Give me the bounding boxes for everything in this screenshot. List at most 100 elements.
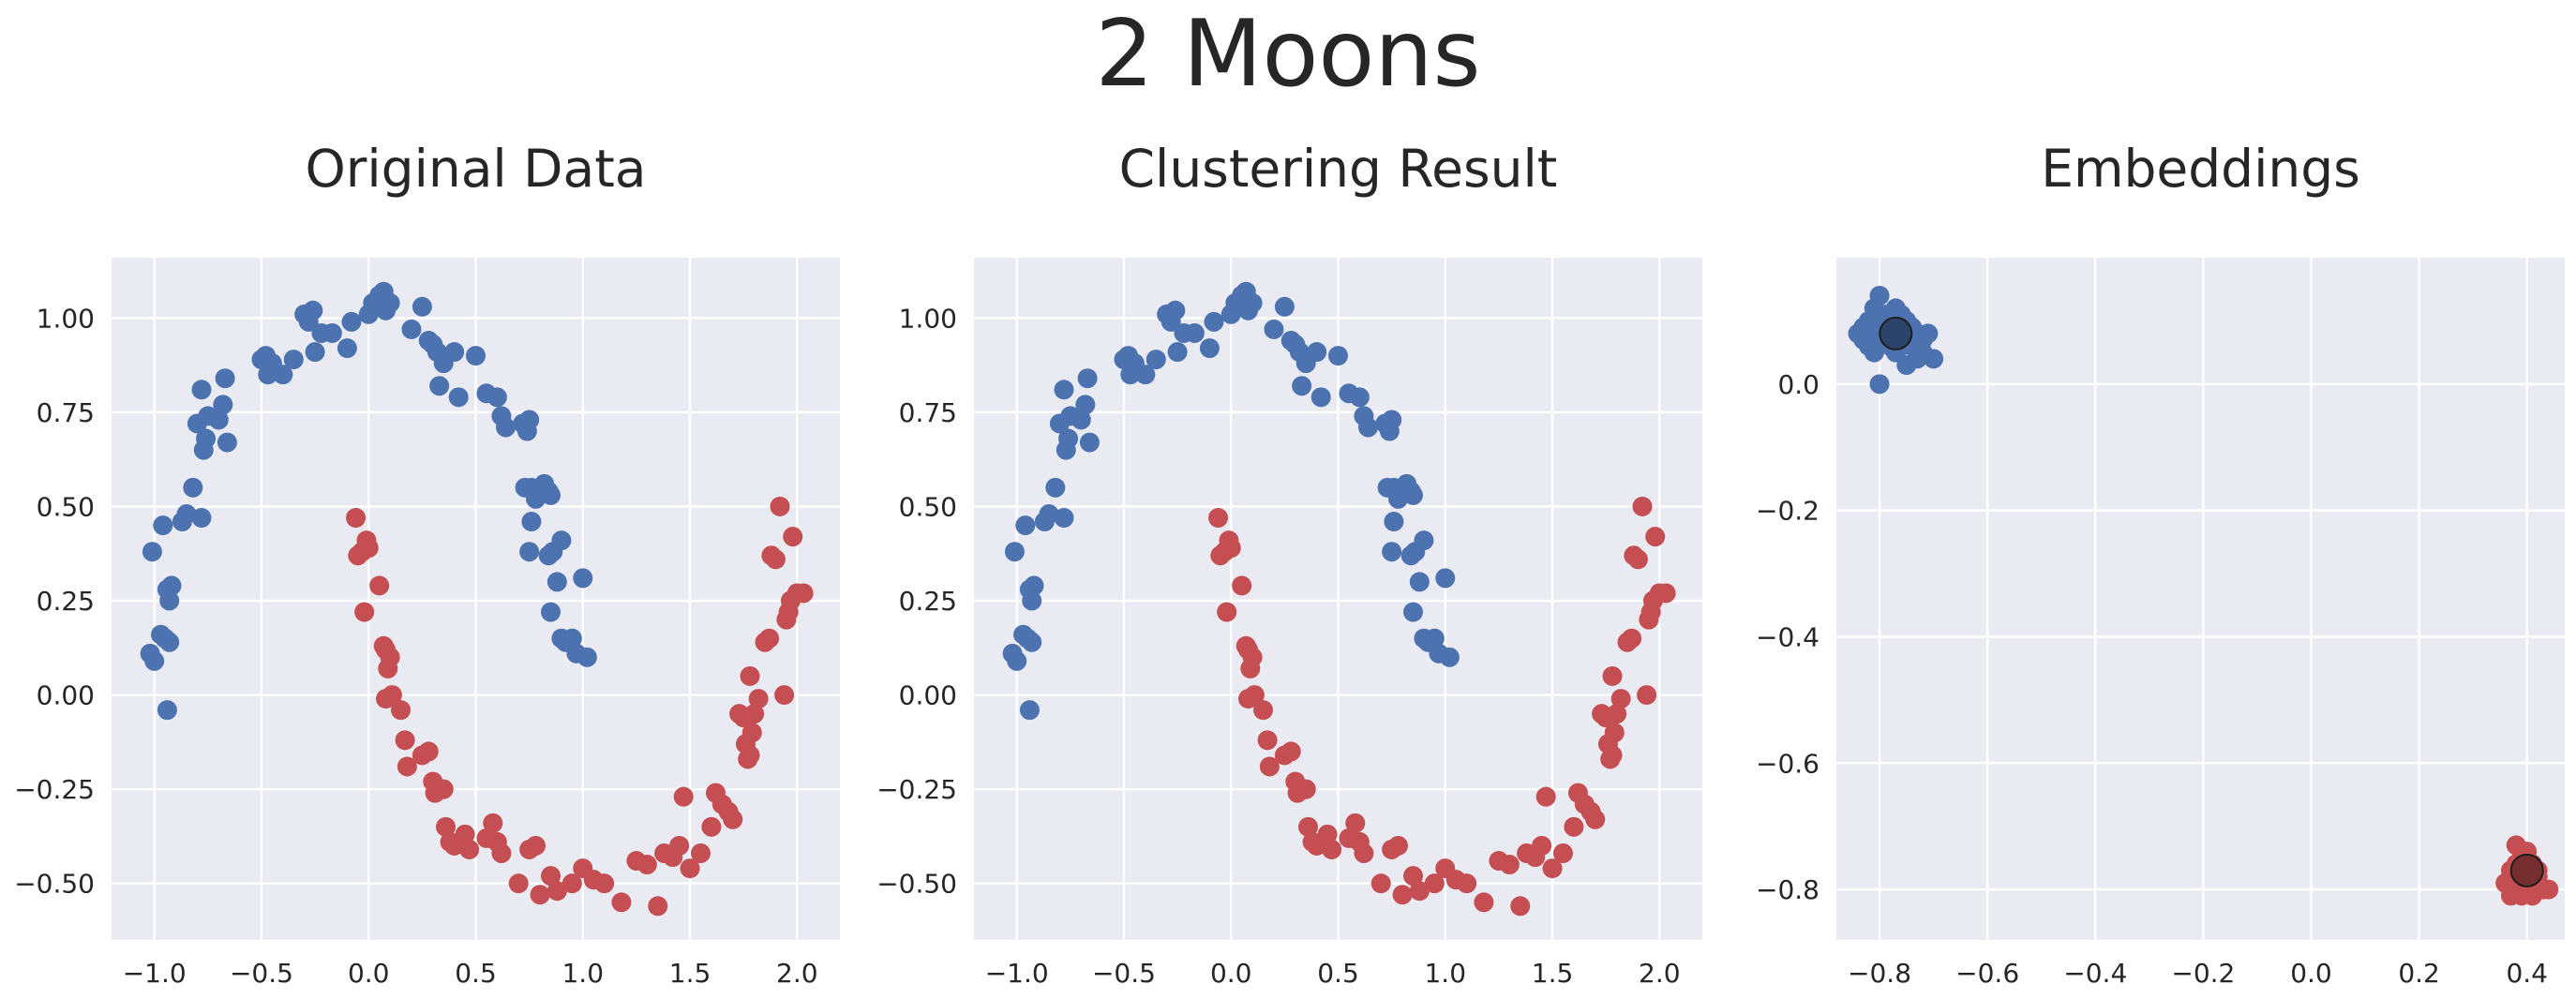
original-data-blue-point xyxy=(283,350,304,370)
original-data-blue-point xyxy=(142,542,162,562)
clustering-result-red-point xyxy=(1409,881,1430,902)
original-data-blue-point xyxy=(273,365,293,385)
clustering-result-blue-point xyxy=(1167,342,1188,363)
clustering-result-red-point xyxy=(1208,508,1229,529)
original-data-red-point xyxy=(436,816,457,837)
original-data-red-point xyxy=(540,866,561,887)
clustering-result-blue-point xyxy=(1274,296,1295,317)
clustering-result-red-point xyxy=(1257,730,1278,751)
embeddings-y-tick-label: −0.8 xyxy=(1756,874,1820,905)
embeddings-y-tick-label: −0.2 xyxy=(1756,496,1820,527)
original-data-red-point xyxy=(369,575,390,596)
original-data-blue-point xyxy=(322,322,342,343)
clustering-result-blue-point xyxy=(1022,632,1042,652)
original-data-red-point xyxy=(562,873,582,894)
clustering-result-title: Clustering Result xyxy=(1119,139,1558,199)
original-data-blue-point xyxy=(159,632,180,652)
original-data-red-point xyxy=(748,689,769,709)
original-data-red-point xyxy=(491,842,512,863)
clustering-result-blue-point xyxy=(1075,395,1096,415)
clustering-result-red-point xyxy=(1295,779,1316,799)
embeddings-x-tick-label: 0.0 xyxy=(2290,958,2332,989)
original-data-red-point xyxy=(690,842,711,863)
clustering-result-y-tick-label: 1.00 xyxy=(899,303,957,334)
clustering-result-red-point xyxy=(1221,538,1241,559)
original-data-blue-point xyxy=(495,417,516,438)
original-data-blue-point xyxy=(341,311,362,332)
clustering-result-red-point xyxy=(1402,866,1423,887)
clustering-result-blue-point xyxy=(1054,508,1074,529)
clustering-result-blue-point xyxy=(1382,410,1402,430)
original-data-x-tick-label: 0.0 xyxy=(348,958,390,989)
clustering-result-blue-point xyxy=(1071,410,1091,430)
clustering-result-blue-point xyxy=(1135,365,1156,385)
clustering-result-blue-point xyxy=(1264,319,1284,339)
original-data-red-point xyxy=(744,704,765,724)
original-data-blue-point xyxy=(208,410,229,430)
clustering-result-x-tick-label: 0.0 xyxy=(1210,958,1252,989)
clustering-result-red-point xyxy=(1281,741,1301,762)
original-data-blue-point xyxy=(401,319,422,339)
clustering-result-red-point xyxy=(1298,816,1319,837)
clustering-result-blue-point xyxy=(1054,380,1074,400)
original-data-red-point xyxy=(680,858,700,879)
original-data-red-point xyxy=(740,665,760,686)
embeddings-title: Embeddings xyxy=(2041,139,2360,199)
clustering-result-blue-point xyxy=(1238,300,1259,321)
clustering-result-blue-point xyxy=(1146,350,1166,370)
clustering-result-blue-point xyxy=(1414,530,1434,551)
clustering-result-y-tick-label: 0.50 xyxy=(899,491,957,522)
original-data-x-tick-label: 0.5 xyxy=(455,958,497,989)
original-data-red-point xyxy=(459,839,480,859)
original-data-red-point xyxy=(770,496,790,516)
original-data-red-point xyxy=(637,855,657,875)
clustering-result-x-tick-label: 1.5 xyxy=(1532,958,1574,989)
clustering-result-y-tick-label: −0.25 xyxy=(876,774,957,805)
clustering-result-y-tick-label: −0.50 xyxy=(876,869,957,900)
clustering-result-blue-point xyxy=(1204,311,1224,332)
embeddings-x-tick-label: 0.2 xyxy=(2398,958,2440,989)
original-data-blue-point xyxy=(183,477,203,498)
original-data-y-tick-label: 0.25 xyxy=(37,586,95,617)
original-data-blue-point xyxy=(191,380,212,400)
original-data-title: Original Data xyxy=(305,139,646,199)
embeddings-x-tick-label: −0.6 xyxy=(1955,958,2019,989)
original-data-blue-point xyxy=(573,568,593,589)
clustering-result-red-point xyxy=(1424,873,1445,894)
clustering-result-red-point xyxy=(1232,575,1252,596)
original-data-red-point xyxy=(723,809,743,829)
clustering-result-blue-point xyxy=(1349,387,1370,408)
clustering-result-blue-point xyxy=(1007,650,1027,671)
original-data-panel: −1.0 −0.5 0.0 0.5 1.0 1.5 2.0 −0.50 −0.25 0.00 0.2… xyxy=(14,139,840,989)
embeddings-blue-point xyxy=(1918,323,1939,344)
original-data-blue-point xyxy=(213,395,233,415)
embeddings-x-tick-label: −0.4 xyxy=(2063,958,2127,989)
original-data-red-point xyxy=(793,583,814,604)
clustering-result-red-point xyxy=(1564,816,1584,837)
original-data-red-point xyxy=(391,700,412,721)
original-data-red-point xyxy=(765,549,786,570)
original-data-y-tick-label: 0.50 xyxy=(37,491,95,522)
clustering-result-y-tick-label: 0.00 xyxy=(899,680,957,711)
original-data-red-point xyxy=(358,538,379,559)
clustering-result-blue-point xyxy=(1310,387,1331,408)
clustering-result-red-point xyxy=(1242,647,1263,667)
original-data-blue-point xyxy=(577,647,597,667)
clustering-result-red-point xyxy=(1535,786,1556,807)
original-data-red-point xyxy=(701,816,722,837)
clustering-result-blue-point xyxy=(1165,300,1186,321)
original-data-y-tick-label: 0.00 xyxy=(37,680,95,711)
original-data-blue-point xyxy=(487,387,507,408)
original-data-blue-point xyxy=(466,346,486,366)
clustering-result-red-point xyxy=(1253,700,1274,721)
clustering-result-red-point xyxy=(1317,824,1338,844)
original-data-red-point xyxy=(740,745,760,766)
original-data-red-point xyxy=(508,873,529,894)
embeddings-y-tick-label: 0.0 xyxy=(1777,369,1820,400)
clustering-result-red-point xyxy=(1622,628,1642,649)
original-data-blue-point xyxy=(215,368,235,389)
original-data-red-point xyxy=(741,723,762,743)
clustering-result-x-tick-label: −1.0 xyxy=(985,958,1049,989)
clustering-result-red-point xyxy=(1345,813,1366,833)
original-data-blue-point xyxy=(191,508,212,529)
